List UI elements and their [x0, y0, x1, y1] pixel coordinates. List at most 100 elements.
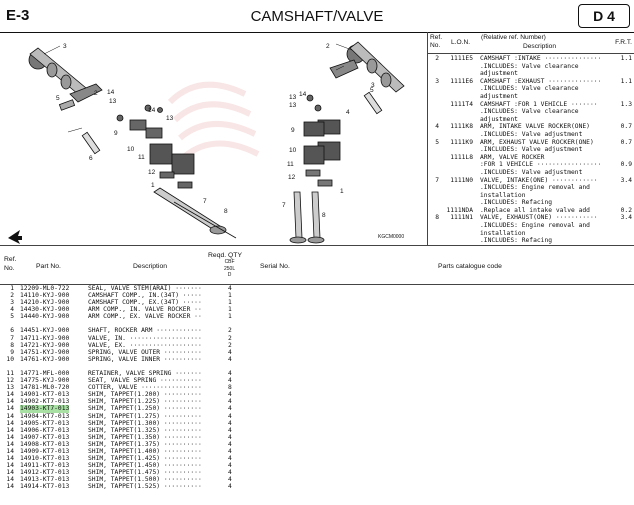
row-part-number: 14902-KT7-013 — [20, 398, 70, 406]
ref-header-relnum: (Relative ref. Number) — [481, 34, 546, 41]
row-description: SHIM, TAPPET(1.525) ·········· — [88, 483, 202, 491]
row-quantity: 4 — [228, 405, 232, 413]
row-description: SHIM, TAPPET(1.350) ·········· — [88, 433, 202, 441]
row-description: SEAT, VALVE SPRING ··········· — [88, 377, 202, 385]
table-row[interactable]: 7 14711-KYJ-900 VALVE, IN. ···············… — [0, 335, 634, 342]
table-row[interactable]: 14 14914-KT7-013 SHIM, TAPPET(1.525) ·····… — [0, 483, 634, 490]
row-quantity: 4 — [228, 348, 232, 356]
group-spacer — [0, 363, 634, 370]
row-quantity: 4 — [228, 447, 232, 455]
row-quantity: 4 — [228, 469, 232, 477]
frt-hours: 1.1 — [620, 77, 632, 85]
row-description: SHIM, TAPPET(1.300) ·········· — [88, 419, 202, 427]
table-row[interactable]: 12 14775-KYJ-900 SEAT, VALVE SPRING ······… — [0, 377, 634, 384]
row-ref-no: 14 — [6, 447, 14, 455]
row-part-number: 14721-KYJ-900 — [20, 341, 70, 349]
row-quantity: 1 — [228, 306, 232, 314]
callout: 3 — [63, 43, 67, 50]
row-description: ARM COMP., IN. VALVE ROCKER ·· — [88, 306, 202, 314]
callout: 13 — [289, 94, 297, 101]
row-quantity: 1 — [228, 299, 232, 307]
table-row[interactable]: 5 14440-KYJ-900 ARM COMP., EX. VALVE ROCKE… — [0, 313, 634, 320]
ref-description: .INCLUDES: Valve clearance — [480, 108, 579, 116]
row-quantity: 4 — [228, 398, 232, 406]
table-row[interactable]: 14 14901-KT7-013 SHIM, TAPPET(1.200) ·····… — [0, 391, 634, 398]
row-description: SPRING, VALVE OUTER ·········· — [88, 348, 202, 356]
ref-table: Ref. No. L.O.N. (Relative ref. Number) D… — [427, 32, 634, 245]
ref-line: 3 1111E6 CAMSHAFT :EXHAUST ·············· 1… — [427, 78, 634, 86]
page-badge: D 4 — [578, 4, 630, 28]
row-description: SHIM, TAPPET(1.425) ·········· — [88, 455, 202, 463]
callout: 8 — [224, 208, 228, 215]
callout: 1 — [151, 182, 155, 189]
table-row-highlighted[interactable]: 14 14903-KT7-013 SHIM, TAPPET(1.250) ·····… — [0, 405, 634, 413]
col-part-no: Part No. — [36, 263, 61, 270]
row-part-number: 14451-KYJ-900 — [20, 327, 70, 335]
row-description: SHIM, TAPPET(1.275) ·········· — [88, 412, 202, 420]
table-row[interactable]: 3 14210-KYJ-900 CAMSHAFT COMP., EX.(34T) ·… — [0, 299, 634, 306]
row-ref-no: 11 — [6, 369, 14, 377]
table-row[interactable]: 14 14906-KT7-013 SHIM, TAPPET(1.325) ·····… — [0, 427, 634, 434]
row-part-number: 14761-KYJ-900 — [20, 355, 70, 363]
frt-hours: 0.2 — [620, 206, 632, 214]
table-row[interactable]: 13 14781-ML0-720 COTTER, VALVE ···········… — [0, 384, 634, 391]
row-description: SHIM, TAPPET(1.200) ·········· — [88, 391, 202, 399]
table-row[interactable]: 10 14761-KYJ-900 SPRING, VALVE INNER ·····… — [0, 356, 634, 363]
table-row[interactable]: 6 14451-KYJ-900 SHAFT, ROCKER ARM ········… — [0, 327, 634, 334]
table-row[interactable]: 4 14430-KYJ-900 ARM COMP., IN. VALVE ROCKE… — [0, 306, 634, 313]
drawing-code: KGCM0000 — [378, 234, 405, 240]
table-row[interactable]: 1 12209-ML0-722 SEAL, VALVE STEM(ARAI) ···… — [0, 285, 634, 292]
ref-description: .INCLUDES: Valve adjustment — [480, 146, 583, 154]
ref-line: 4 1111K8 ARM, INTAKE VALVE ROCKER(ONE) 0.7 — [427, 123, 634, 131]
row-part-number: 14906-KT7-013 — [20, 426, 70, 434]
row-part-number: 14914-KT7-013 — [20, 483, 70, 491]
row-description: CAMSHAFT COMP., IN.(34T) ····· — [88, 292, 202, 300]
table-row[interactable]: 14 14902-KT7-013 SHIM, TAPPET(1.225) ·····… — [0, 398, 634, 405]
row-description: SHIM, TAPPET(1.400) ·········· — [88, 447, 202, 455]
row-part-number: 14751-KYJ-900 — [20, 348, 70, 356]
callout: 14 — [148, 107, 156, 114]
callout: 11 — [138, 154, 145, 161]
ref-line: 7 1111N0 VALVE, INTAKE(ONE) ············ 3.… — [427, 177, 634, 185]
row-quantity: 1 — [228, 313, 232, 321]
callout: 12 — [288, 174, 296, 181]
labour-op-number: 1111K9 — [450, 138, 473, 146]
ref-line: adjustment — [427, 93, 634, 101]
ref-line: :FOR 1 VEHICLE ················· 0.9 — [427, 161, 634, 169]
frt-hours: 3.4 — [620, 214, 632, 222]
table-row[interactable]: 14 14907-KT7-013 SHIM, TAPPET(1.350) ·····… — [0, 434, 634, 441]
labour-op-number: 1111E6 — [450, 77, 473, 85]
table-row[interactable]: 14 14909-KT7-013 SHIM, TAPPET(1.400) ·····… — [0, 448, 634, 455]
row-quantity: 4 — [228, 440, 232, 448]
table-row[interactable]: 14 14908-KT7-013 SHIM, TAPPET(1.375) ·····… — [0, 441, 634, 448]
table-row[interactable]: 14 14910-KT7-013 SHIM, TAPPET(1.425) ·····… — [0, 455, 634, 462]
callout: 5 — [56, 95, 60, 102]
table-row[interactable]: 2 14110-KYJ-900 CAMSHAFT COMP., IN.(34T) ·… — [0, 292, 634, 299]
row-ref-no: 14 — [6, 433, 14, 441]
col-catalogue-code: Parts catalogue code — [438, 263, 502, 270]
row-part-number: 14781-ML0-720 — [20, 384, 70, 392]
table-row[interactable]: 14 14911-KT7-013 SHIM, TAPPET(1.450) ·····… — [0, 462, 634, 469]
table-row[interactable]: 14 14913-KT7-013 SHIM, TAPPET(1.500) ·····… — [0, 476, 634, 483]
ref-line: .INCLUDES: Engine removal and — [427, 184, 634, 192]
callout: 6 — [89, 155, 93, 162]
row-description: COTTER, VALVE ················ — [88, 384, 202, 392]
row-ref-no: 14 — [6, 469, 14, 477]
ref-line: .INCLUDES: Valve adjustment — [427, 146, 634, 154]
ref-line: .INCLUDES: Valve clearance — [427, 63, 634, 71]
callout: 2 — [94, 90, 98, 97]
table-row[interactable]: 8 14721-KYJ-900 VALVE, EX. ···············… — [0, 342, 634, 349]
labour-op-number: 1111N1 — [450, 214, 473, 222]
ref-description: CAMSHAFT :INTAKE ··············· — [480, 55, 602, 62]
table-row[interactable]: 11 14771-MFL-000 RETAINER, VALVE SPRING ··… — [0, 370, 634, 377]
table-row[interactable]: 9 14751-KYJ-900 SPRING, VALVE OUTER ······… — [0, 349, 634, 356]
row-part-number: 12209-ML0-722 — [20, 285, 70, 292]
ref-description: installation — [480, 229, 526, 237]
table-row[interactable]: 14 14905-KT7-013 SHIM, TAPPET(1.300) ·····… — [0, 420, 634, 427]
ref-number: 5 — [435, 138, 439, 146]
ref-description: .INCLUDES: Valve clearance — [480, 62, 579, 70]
row-part-number: 14907-KT7-013 — [20, 433, 70, 441]
callout: 14 — [107, 89, 115, 96]
table-row[interactable]: 14 14904-KT7-013 SHIM, TAPPET(1.275) ·····… — [0, 413, 634, 420]
table-row[interactable]: 14 14912-KT7-013 SHIM, TAPPET(1.475) ·····… — [0, 469, 634, 476]
